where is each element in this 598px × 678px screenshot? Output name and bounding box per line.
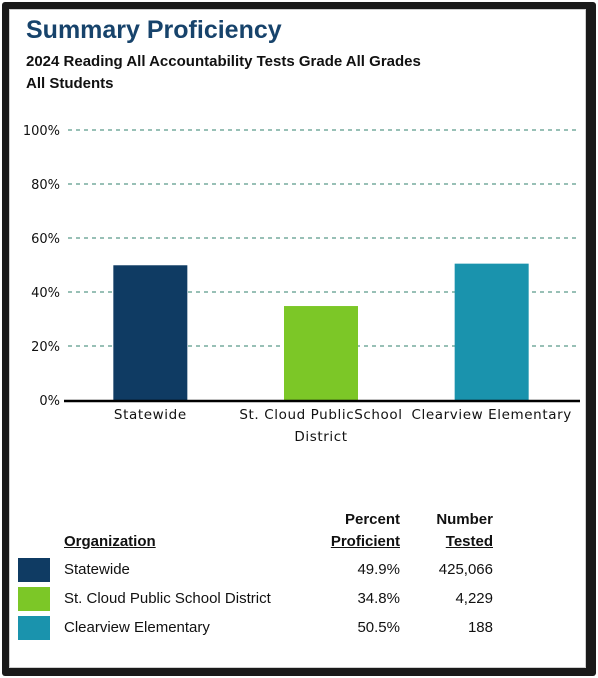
x-tick-label-line: Clearview Elementary <box>411 407 572 423</box>
x-tick-label-line: Statewide <box>113 407 187 423</box>
subtitle-line-2: All Students <box>26 75 114 92</box>
x-tick-label: Clearview Elementary <box>402 404 582 426</box>
proficiency-bar-chart: 0% 20% 40% 60% 80% 100% <box>23 124 580 409</box>
x-tick-label-line: District <box>294 429 348 445</box>
x-tick-label: St. Cloud PublicSchool District <box>231 404 411 448</box>
cell-percent-proficient: 34.8% <box>357 590 400 607</box>
cell-organization: Clearview Elementary <box>64 619 210 636</box>
col-header-number-line2: Tested <box>445 533 493 550</box>
cell-number-tested: 425,066 <box>438 561 493 578</box>
y-tick-label: 0% <box>39 394 60 409</box>
col-header-percent-line1: Percent <box>344 511 400 528</box>
cell-number-tested: 4,229 <box>455 590 493 607</box>
cell-organization: Statewide <box>64 561 130 578</box>
cell-percent-proficient: 49.9% <box>357 561 400 578</box>
legend-swatch <box>18 616 50 640</box>
legend-swatch <box>18 558 50 582</box>
col-header-percent-line2: Proficient <box>330 533 400 550</box>
bar <box>454 263 529 400</box>
col-header-number-line1: Number <box>436 511 493 528</box>
subtitle-line-1: 2024 Reading All Accountability Tests Gr… <box>26 53 421 70</box>
bar <box>284 306 358 400</box>
report-subtitle: 2024 Reading All Accountability Tests Gr… <box>26 51 486 95</box>
legend-swatch <box>18 587 50 611</box>
col-header-organization: Organization <box>64 533 156 550</box>
cell-number-tested: 188 <box>467 619 493 636</box>
page-title: Summary Proficiency <box>26 16 282 44</box>
y-tick-label: 100% <box>23 124 60 139</box>
x-tick-label-line: St. Cloud PublicSchool <box>239 407 403 423</box>
bar <box>113 265 188 400</box>
x-tick-label: Statewide <box>60 404 240 426</box>
cell-organization: St. Cloud Public School District <box>64 590 271 607</box>
y-tick-label: 40% <box>31 286 60 301</box>
cell-percent-proficient: 50.5% <box>357 619 400 636</box>
y-tick-label: 80% <box>31 178 60 193</box>
y-tick-label: 60% <box>31 232 60 247</box>
y-tick-label: 20% <box>31 340 60 355</box>
